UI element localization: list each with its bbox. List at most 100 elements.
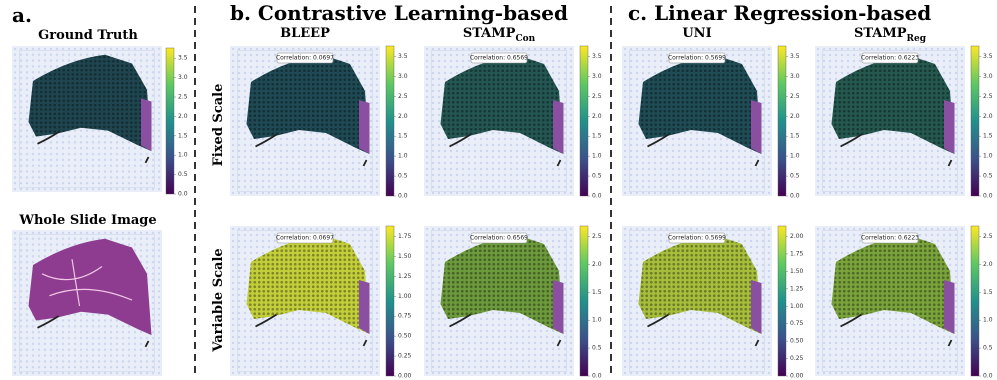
- colorbar-tick-label: 3.5: [592, 53, 602, 60]
- column-title-subscript: Con: [515, 34, 535, 44]
- image-title: Whole Slide Image: [18, 213, 156, 228]
- colorbar-tick-label: 2.00: [790, 233, 804, 240]
- image-frame: [431, 50, 567, 192]
- colorbar-tick-label: 2.5: [178, 94, 188, 101]
- colorbar-tick-label: 2.0: [983, 261, 993, 268]
- correlation-box: [276, 52, 334, 64]
- colorbar-tick-label: 2.0: [592, 261, 602, 268]
- correlation-box: [470, 232, 528, 244]
- tissue-trail: [647, 313, 760, 347]
- colorbar-tick-label: 3.0: [178, 74, 188, 81]
- tissue-texture: [440, 55, 564, 154]
- colorbar-tick-label: 1.75: [790, 250, 804, 257]
- tissue-texture: [638, 235, 762, 334]
- column-title-main: STAMP: [854, 26, 907, 41]
- colorbar-tick-label: 1.0: [592, 317, 602, 324]
- colorbar-tick-label: 1.5: [398, 133, 408, 140]
- panel-label: a.: [12, 3, 32, 27]
- column-title-main: UNI: [682, 26, 711, 41]
- colorbar: [165, 47, 175, 195]
- colorbar: [579, 225, 589, 377]
- row-label: Fixed Scale: [211, 84, 226, 167]
- colorbar-tick-label: 0.5: [983, 345, 993, 352]
- colorbar-tick-label: 1.25: [790, 285, 804, 292]
- correlation-label: Correlation: 0.0697: [276, 235, 334, 242]
- colorbar-tick-label: 1.5: [790, 133, 800, 140]
- tissue-trail: [840, 133, 953, 167]
- tissue-image: [12, 46, 162, 192]
- colorbar-tick-label: 2.0: [398, 113, 408, 120]
- colorbar-tick-label: 0.50: [398, 333, 412, 340]
- image-frame: [629, 50, 765, 192]
- colorbar-tick-label: 1.50: [398, 253, 412, 260]
- column-title-main: BLEEP: [280, 26, 330, 41]
- colorbar-tick-label: 3.0: [983, 73, 993, 80]
- tissue-trail: [255, 133, 368, 167]
- tissue-texture: [28, 54, 152, 152]
- colorbar-tick-label: 0.00: [790, 373, 804, 380]
- colorbar-tick-label: 2.5: [983, 93, 993, 100]
- colorbar-tick-label: 1.5: [983, 289, 993, 296]
- tissue-image: [815, 46, 965, 196]
- colorbar-tick-label: 3.0: [592, 73, 602, 80]
- colorbar-tick-label: 1.5: [178, 132, 188, 139]
- tissue-edge: [944, 100, 955, 154]
- colorbar-tick-label: 0.0: [790, 193, 800, 200]
- tissue: [28, 238, 152, 336]
- colorbar-tick-label: 0.0: [398, 193, 408, 200]
- tissue-texture: [831, 55, 955, 154]
- tissue-texture: [246, 55, 370, 154]
- colorbar-tick-label: 1.00: [790, 303, 804, 310]
- tissue-edge: [359, 280, 370, 334]
- correlation-box: [861, 232, 919, 244]
- colorbar-tick-label: 0.75: [790, 320, 804, 327]
- colorbar: [970, 225, 980, 377]
- correlation-label: Correlation: 0.5699: [668, 55, 726, 62]
- colorbar-tick-label: 3.0: [398, 73, 408, 80]
- tissue-image: [622, 46, 772, 196]
- colorbar-tick-label: 1.0: [178, 152, 188, 159]
- colorbar-tick-label: 1.0: [790, 153, 800, 160]
- colorbar-tick-label: 2.5: [790, 93, 800, 100]
- tissue-image: [12, 230, 162, 376]
- tissue-image: [230, 226, 380, 376]
- colorbar-tick-label: 1.75: [398, 233, 412, 240]
- colorbar-tick-label: 1.00: [398, 293, 412, 300]
- colorbar-tick-label: 0.25: [398, 353, 412, 360]
- correlation-label: Correlation: 0.6569: [470, 55, 528, 62]
- tissue-trail: [37, 131, 150, 164]
- colorbar-tick-label: 1.0: [592, 153, 602, 160]
- image-title: Ground Truth: [38, 28, 138, 43]
- tissue-texture: [246, 235, 370, 334]
- tissue-image: [424, 226, 574, 376]
- correlation-label: Correlation: 0.6223: [861, 235, 919, 242]
- colorbar-tick-label: 0.0: [592, 373, 602, 380]
- column-title: STAMPCon: [463, 26, 536, 44]
- colorbar-tick-label: 2.0: [983, 113, 993, 120]
- colorbar-tick-label: 1.5: [592, 289, 602, 296]
- tissue-trail: [647, 133, 760, 167]
- colorbar: [970, 45, 980, 197]
- column-title-subscript: Reg: [907, 34, 927, 44]
- tissue-image: [815, 226, 965, 376]
- colorbar-tick-label: 0.5: [592, 173, 602, 180]
- correlation-box: [668, 52, 726, 64]
- image-frame: [431, 230, 567, 372]
- correlation-label: Correlation: 0.0697: [276, 55, 334, 62]
- colorbar-tick-label: 0.0: [178, 191, 188, 198]
- tissue-texture: [41, 259, 133, 307]
- column-title: UNI: [682, 26, 711, 41]
- tissue-image: [622, 226, 772, 376]
- correlation-box: [276, 232, 334, 244]
- colorbar-tick-label: 1.25: [398, 273, 412, 280]
- colorbar-tick-label: 1.5: [592, 133, 602, 140]
- colorbar: [777, 45, 787, 197]
- tissue-edge: [553, 100, 564, 154]
- colorbar-tick-label: 2.5: [592, 93, 602, 100]
- image-frame: [19, 233, 155, 373]
- colorbar-tick-label: 0.5: [178, 171, 188, 178]
- colorbar-tick-label: 0.25: [790, 355, 804, 362]
- tissue-texture: [440, 235, 564, 334]
- colorbar-tick-label: 0.75: [398, 313, 412, 320]
- colorbar-tick-label: 3.5: [178, 55, 188, 62]
